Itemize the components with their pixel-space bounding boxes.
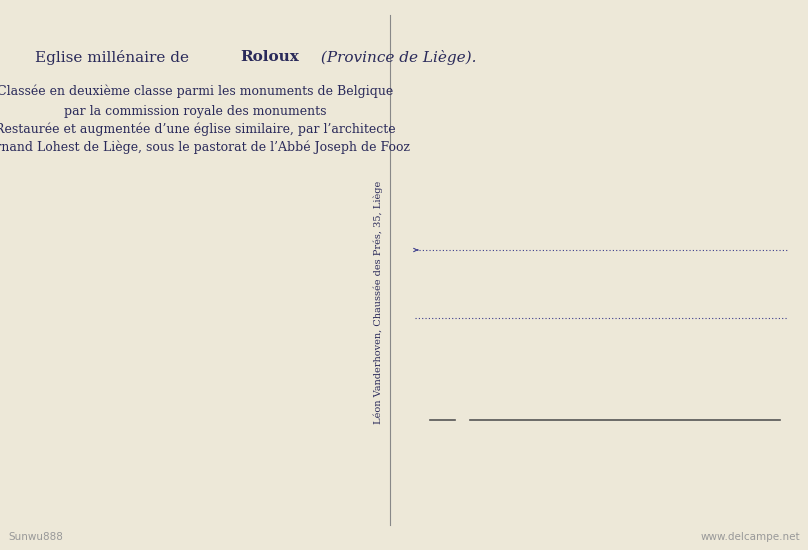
Text: www.delcampe.net: www.delcampe.net [701, 532, 800, 542]
Text: Restaurée et augmentée d’une église similaire, par l’architecte: Restaurée et augmentée d’une église simi… [0, 123, 395, 136]
Text: Classée en deuxième classe parmi les monuments de Belgique: Classée en deuxième classe parmi les mon… [0, 85, 393, 98]
Text: Roloux: Roloux [240, 50, 299, 64]
Text: Léon Vanderhoven, Chaussée des Prés, 35, Liège: Léon Vanderhoven, Chaussée des Prés, 35,… [373, 181, 383, 424]
Text: par la commission royale des monuments: par la commission royale des monuments [64, 105, 326, 118]
Text: (Province de Liège).: (Province de Liège). [316, 50, 477, 65]
Text: Eglise millénaire de: Eglise millénaire de [35, 50, 194, 65]
Text: Fernand Lohest de Liège, sous le pastorat de l’Abbé Joseph de Fooz: Fernand Lohest de Liège, sous le pastora… [0, 141, 410, 155]
Text: Sunwu888: Sunwu888 [8, 532, 63, 542]
